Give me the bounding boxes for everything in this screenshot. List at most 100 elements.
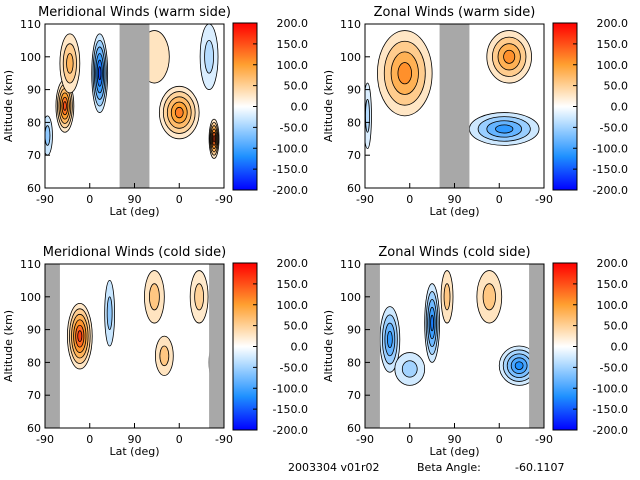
y-tick-label: 60 xyxy=(347,182,361,195)
x-tick-label: -90 xyxy=(215,193,233,206)
x-tick-label: -90 xyxy=(36,433,54,446)
data-gap xyxy=(529,264,544,428)
footer-beta-label: Beta Angle: xyxy=(417,461,481,474)
y-tick-label: 110 xyxy=(20,18,41,31)
y-tick-label: 80 xyxy=(347,116,361,129)
colorbar-tick-label: -50.0 xyxy=(280,361,308,374)
contour-level xyxy=(514,361,524,371)
footer-id: 2003304 v01r02 xyxy=(288,461,380,474)
colorbar-tick-label: 0.0 xyxy=(291,101,309,114)
contour-level xyxy=(401,360,418,378)
panel-3: Meridional Winds (cold side)-90 0 90 0 -9060… xyxy=(2,245,308,458)
colorbar-tick-label: 50.0 xyxy=(284,320,309,333)
data-gap xyxy=(365,264,380,428)
contour-level xyxy=(159,345,170,367)
x-tick-label: 0 xyxy=(86,433,93,446)
x-tick-label: -90 xyxy=(535,193,553,206)
plot-area xyxy=(45,264,224,428)
x-axis-label: Lat (deg) xyxy=(110,205,160,218)
colorbar-tick-label: -150.0 xyxy=(273,403,308,416)
y-tick-label: 70 xyxy=(347,149,361,162)
x-tick-label: 90 xyxy=(448,193,462,206)
colorbar-tick-label: -150.0 xyxy=(273,163,308,176)
plot-area xyxy=(365,264,544,428)
colorbar-tick-label: 150.0 xyxy=(597,38,629,51)
colorbar-tick-label: 50.0 xyxy=(284,80,309,93)
contour-level xyxy=(66,53,74,74)
data-gap xyxy=(45,264,60,428)
y-tick-label: 80 xyxy=(27,116,41,129)
x-tick-label: 90 xyxy=(128,193,142,206)
y-tick-label: 100 xyxy=(20,291,41,304)
colorbar-tick-label: 0.0 xyxy=(611,341,629,354)
footer-beta-value: -60.1107 xyxy=(515,461,564,474)
colorbar-tick-label: -50.0 xyxy=(600,121,628,134)
panel-title: Meridional Winds (warm side) xyxy=(38,5,231,20)
y-tick-label: 90 xyxy=(347,324,361,337)
colorbar-tick-label: 100.0 xyxy=(277,59,309,72)
y-axis-label: Altitude (km) xyxy=(322,70,335,142)
colorbar-tick-label: -150.0 xyxy=(593,163,628,176)
x-tick-label: 90 xyxy=(128,433,142,446)
colorbar-tick-label: 100.0 xyxy=(277,299,309,312)
x-axis-label: Lat (deg) xyxy=(110,445,160,458)
y-tick-label: 100 xyxy=(340,291,361,304)
colorbar-tick-label: -100.0 xyxy=(593,382,628,395)
colorbar-tick-label: 0.0 xyxy=(291,341,309,354)
x-tick-label: 0 xyxy=(176,193,183,206)
contour-level xyxy=(106,296,113,331)
colorbar-tick-label: -200.0 xyxy=(273,184,308,197)
panel-2: Zonal Winds (warm side)-90 0 90 0 -906070809… xyxy=(322,5,628,218)
y-tick-label: 100 xyxy=(340,51,361,64)
contour-level xyxy=(77,330,83,343)
x-tick-label: -90 xyxy=(535,433,553,446)
x-tick-label: 0 xyxy=(86,193,93,206)
colorbar-tick-label: 200.0 xyxy=(277,17,309,30)
x-tick-label: 0 xyxy=(406,433,413,446)
y-tick-label: 110 xyxy=(340,18,361,31)
x-tick-label: -90 xyxy=(356,193,374,206)
x-axis-label: Lat (deg) xyxy=(430,445,480,458)
colorbar-tick-label: -200.0 xyxy=(593,184,628,197)
panel-title: Zonal Winds (warm side) xyxy=(374,5,536,20)
colorbar-tick-label: 200.0 xyxy=(597,17,629,30)
x-axis-label: Lat (deg) xyxy=(430,205,480,218)
colorbar-tick-label: -50.0 xyxy=(280,121,308,134)
contour-level xyxy=(386,330,393,349)
y-axis-label: Altitude (km) xyxy=(322,310,335,382)
panel-1: Meridional Winds (warm side)-90 0 90 0 -9060… xyxy=(2,5,308,218)
x-tick-label: -90 xyxy=(36,193,54,206)
panel-title: Zonal Winds (cold side) xyxy=(378,245,530,260)
y-tick-label: 70 xyxy=(27,149,41,162)
colorbar-tick-label: 100.0 xyxy=(597,59,629,72)
y-tick-label: 70 xyxy=(27,389,41,402)
colorbar-tick-label: 0.0 xyxy=(611,101,629,114)
x-tick-label: 0 xyxy=(406,193,413,206)
x-tick-label: 0 xyxy=(496,433,503,446)
plot-area xyxy=(365,24,540,188)
contour-level xyxy=(149,283,160,311)
contour-level xyxy=(194,283,205,311)
x-tick-label: 0 xyxy=(496,193,503,206)
plot-area xyxy=(45,24,220,188)
contour-level xyxy=(97,66,102,81)
colorbar-tick-label: 50.0 xyxy=(604,320,629,333)
y-axis-label: Altitude (km) xyxy=(2,70,15,142)
y-tick-label: 60 xyxy=(27,182,41,195)
colorbar-tick-label: 150.0 xyxy=(597,278,629,291)
colorbar xyxy=(552,262,578,431)
x-tick-label: -90 xyxy=(215,433,233,446)
y-tick-label: 90 xyxy=(27,84,41,97)
colorbar-tick-label: 50.0 xyxy=(604,80,629,93)
y-tick-label: 60 xyxy=(27,422,41,435)
colorbar-tick-label: -150.0 xyxy=(593,403,628,416)
contour-level xyxy=(45,125,51,146)
y-tick-label: 90 xyxy=(347,84,361,97)
y-tick-label: 80 xyxy=(27,356,41,369)
y-tick-label: 90 xyxy=(27,324,41,337)
contour-level xyxy=(430,314,435,332)
y-tick-label: 110 xyxy=(20,258,41,271)
x-tick-label: -90 xyxy=(356,433,374,446)
contour-level xyxy=(365,99,370,133)
